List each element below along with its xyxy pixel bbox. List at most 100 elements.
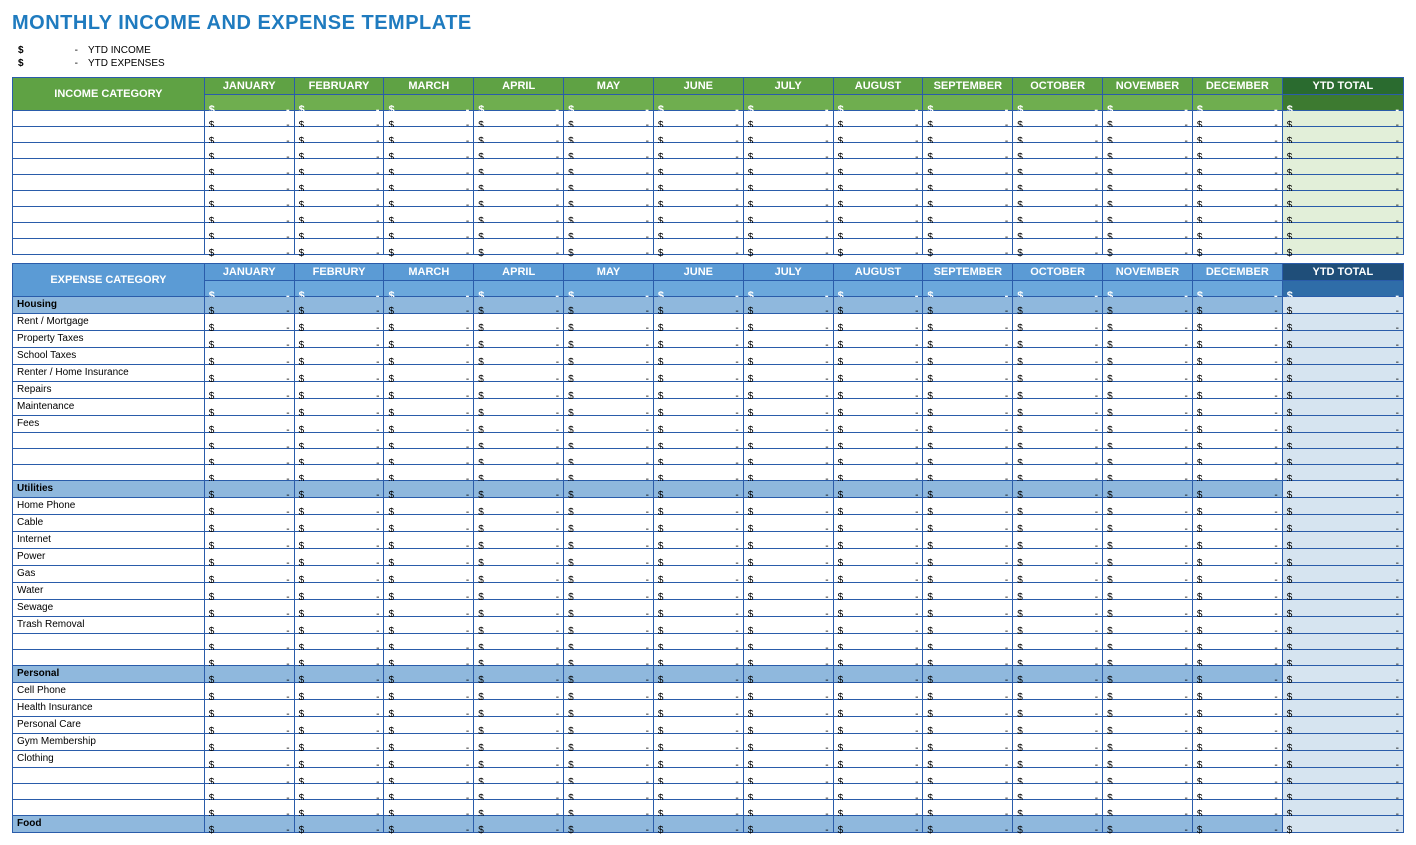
expense-cell[interactable]: $- [474,734,564,751]
income-cell[interactable]: $- [1192,159,1282,175]
expense-cell[interactable]: $- [1192,768,1282,784]
income-cell[interactable]: $- [1013,143,1103,159]
expense-row-label[interactable]: Internet [13,532,205,549]
expense-cell[interactable]: $- [1192,465,1282,481]
expense-cell[interactable]: $- [1103,683,1193,700]
expense-cell[interactable]: $- [833,566,923,583]
expense-cell[interactable]: $- [1103,382,1193,399]
income-cell[interactable]: $- [564,143,654,159]
expense-cell[interactable]: $- [653,515,743,532]
income-cell[interactable]: $- [743,127,833,143]
expense-cell[interactable]: $- [384,549,474,566]
expense-cell[interactable]: $- [923,600,1013,617]
expense-cell[interactable]: $- [204,382,294,399]
expense-cell[interactable]: $- [653,382,743,399]
expense-cell[interactable]: $- [923,314,1013,331]
expense-cell[interactable]: $- [294,399,384,416]
expense-cell[interactable]: $- [474,751,564,768]
expense-row-label[interactable] [13,650,205,666]
expense-row-label[interactable]: Gym Membership [13,734,205,751]
expense-cell[interactable]: $- [1103,751,1193,768]
expense-cell[interactable]: $- [1013,532,1103,549]
expense-cell[interactable]: $- [564,399,654,416]
expense-cell[interactable]: $- [384,399,474,416]
income-cell[interactable]: $- [923,111,1013,127]
expense-cell[interactable]: $- [1103,617,1193,634]
expense-cell[interactable]: $- [1103,348,1193,365]
expense-row-label[interactable]: Home Phone [13,498,205,515]
income-cell[interactable]: $- [564,175,654,191]
expense-cell[interactable]: $- [564,717,654,734]
expense-cell[interactable]: $- [564,382,654,399]
income-cell[interactable]: $- [294,143,384,159]
expense-cell[interactable]: $- [743,382,833,399]
expense-row-label[interactable]: Fees [13,416,205,433]
expense-cell[interactable]: $- [653,348,743,365]
expense-cell[interactable]: $- [653,416,743,433]
income-cell[interactable]: $- [384,111,474,127]
expense-cell[interactable]: $- [1103,600,1193,617]
expense-cell[interactable]: $- [1192,634,1282,650]
income-cell[interactable]: $- [294,111,384,127]
income-cell[interactable]: $- [1192,239,1282,255]
income-cell[interactable]: $- [1103,111,1193,127]
income-row-label[interactable] [13,223,205,239]
income-cell[interactable]: $- [1192,111,1282,127]
expense-cell[interactable]: $- [474,634,564,650]
expense-cell[interactable]: $- [1013,634,1103,650]
expense-cell[interactable]: $- [923,365,1013,382]
expense-cell[interactable]: $- [1013,800,1103,816]
expense-cell[interactable]: $- [204,566,294,583]
expense-cell[interactable]: $- [653,566,743,583]
income-cell[interactable]: $- [564,159,654,175]
income-cell[interactable]: $- [743,159,833,175]
expense-cell[interactable]: $- [1013,433,1103,449]
expense-cell[interactable]: $- [923,566,1013,583]
expense-cell[interactable]: $- [653,465,743,481]
expense-cell[interactable]: $- [294,532,384,549]
expense-cell[interactable]: $- [923,449,1013,465]
expense-cell[interactable]: $- [564,549,654,566]
expense-cell[interactable]: $- [474,433,564,449]
expense-cell[interactable]: $- [384,784,474,800]
expense-cell[interactable]: $- [1103,449,1193,465]
expense-cell[interactable]: $- [474,700,564,717]
expense-cell[interactable]: $- [743,416,833,433]
expense-cell[interactable]: $- [653,449,743,465]
income-row-label[interactable] [13,159,205,175]
expense-cell[interactable]: $- [564,768,654,784]
expense-cell[interactable]: $- [653,634,743,650]
expense-cell[interactable]: $- [923,784,1013,800]
expense-row-label[interactable]: Trash Removal [13,617,205,634]
income-cell[interactable]: $- [833,239,923,255]
expense-cell[interactable]: $- [833,449,923,465]
income-cell[interactable]: $- [653,127,743,143]
expense-cell[interactable]: $- [1192,433,1282,449]
expense-row-label[interactable]: Renter / Home Insurance [13,365,205,382]
expense-cell[interactable]: $- [743,583,833,600]
expense-cell[interactable]: $- [204,617,294,634]
expense-cell[interactable]: $- [1103,416,1193,433]
expense-cell[interactable]: $- [204,700,294,717]
expense-cell[interactable]: $- [653,600,743,617]
expense-cell[interactable]: $- [204,734,294,751]
expense-cell[interactable]: $- [743,498,833,515]
income-cell[interactable]: $- [384,207,474,223]
expense-cell[interactable]: $- [833,717,923,734]
expense-cell[interactable]: $- [474,617,564,634]
expense-cell[interactable]: $- [923,617,1013,634]
income-cell[interactable]: $- [204,143,294,159]
expense-cell[interactable]: $- [294,433,384,449]
expense-cell[interactable]: $- [384,314,474,331]
expense-cell[interactable]: $- [833,532,923,549]
expense-cell[interactable]: $- [564,751,654,768]
expense-cell[interactable]: $- [833,800,923,816]
expense-cell[interactable]: $- [833,399,923,416]
expense-cell[interactable]: $- [743,348,833,365]
income-cell[interactable]: $- [1192,191,1282,207]
expense-cell[interactable]: $- [653,717,743,734]
income-cell[interactable]: $- [923,223,1013,239]
expense-cell[interactable]: $- [384,800,474,816]
expense-cell[interactable]: $- [294,348,384,365]
expense-cell[interactable]: $- [833,331,923,348]
